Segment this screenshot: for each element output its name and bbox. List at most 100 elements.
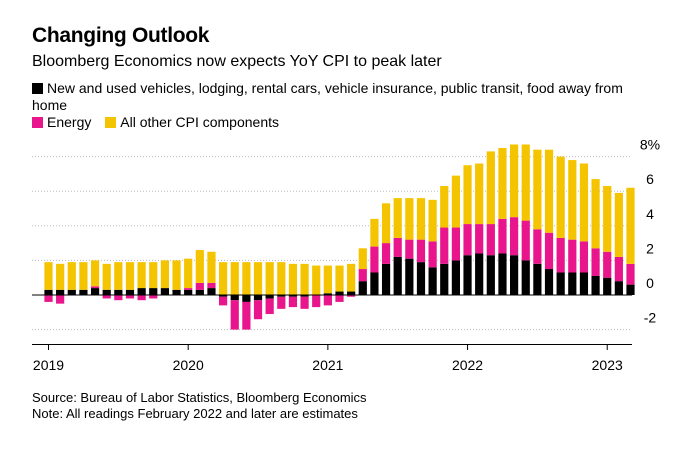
- legend-swatch-energy: [32, 117, 43, 128]
- bar-energy-49: [614, 256, 623, 282]
- bar-reopening-30: [393, 256, 402, 295]
- bar-reopening-16: [230, 295, 239, 301]
- bar-reopening-15: [219, 295, 228, 297]
- y-tick-label-3: 2: [646, 240, 654, 256]
- bar-reopening-1: [56, 289, 65, 295]
- bar-other-40: [510, 144, 519, 218]
- bar-energy-39: [498, 218, 507, 254]
- source-note: Source: Bureau of Labor Statistics, Bloo…: [32, 390, 367, 405]
- y-tick-label-2: 4: [646, 206, 654, 222]
- bar-reopening-28: [370, 272, 379, 295]
- bar-energy-15: [219, 296, 228, 306]
- bar-other-46: [579, 163, 589, 242]
- bar-reopening-4: [90, 288, 100, 295]
- bar-reopening-27: [358, 281, 367, 295]
- legend-label-reopening: New and used vehicles, lodging, rental c…: [32, 80, 623, 113]
- bar-other-45: [568, 160, 577, 240]
- bar-other-12: [184, 258, 193, 289]
- bar-reopening-36: [463, 255, 472, 295]
- bar-other-20: [277, 262, 286, 295]
- bar-other-35: [451, 175, 460, 228]
- bar-reopening-19: [265, 295, 274, 299]
- bar-other-36: [463, 165, 472, 225]
- bar-reopening-2: [67, 289, 76, 295]
- bar-other-47: [591, 179, 600, 249]
- bar-energy-12: [184, 288, 193, 290]
- bar-other-17: [242, 262, 251, 295]
- bar-other-33: [428, 199, 437, 242]
- bar-reopening-6: [114, 289, 123, 295]
- bar-other-21: [288, 263, 298, 295]
- bar-other-9: [149, 262, 158, 289]
- bar-reopening-32: [416, 262, 426, 295]
- bar-energy-19: [265, 298, 274, 315]
- bar-reopening-35: [451, 260, 460, 295]
- bar-other-3: [79, 262, 88, 290]
- bar-other-25: [335, 265, 344, 292]
- bar-energy-48: [603, 251, 612, 278]
- bar-reopening-33: [428, 267, 437, 295]
- bar-reopening-40: [510, 255, 519, 295]
- bar-other-50: [626, 187, 635, 264]
- bar-reopening-22: [300, 295, 309, 297]
- bar-reopening-44: [556, 272, 565, 295]
- bar-other-28: [370, 218, 379, 247]
- bar-energy-21: [288, 296, 298, 308]
- bar-other-19: [265, 262, 274, 295]
- bar-reopening-21: [288, 295, 298, 297]
- bar-reopening-0: [44, 289, 53, 295]
- bar-other-31: [405, 198, 414, 240]
- bar-energy-14: [207, 282, 216, 289]
- bar-energy-45: [568, 239, 577, 273]
- bar-reopening-10: [160, 288, 169, 295]
- bar-energy-5: [102, 295, 111, 299]
- bar-other-49: [614, 192, 623, 257]
- bar-reopening-8: [137, 288, 146, 295]
- bar-other-5: [102, 263, 111, 290]
- x-tick-labels: 2019 2020 2021 2022 2023: [33, 344, 623, 373]
- bar-reopening-39: [498, 253, 507, 295]
- bar-reopening-13: [195, 289, 204, 295]
- bar-energy-32: [416, 239, 426, 263]
- x-tick-label-0: 2019: [33, 357, 64, 373]
- legend-item-reopening: New and used vehicles, lodging, rental c…: [32, 80, 623, 113]
- bar-other-27: [358, 248, 367, 270]
- legend-swatch-reopening: [32, 83, 43, 94]
- bar-energy-46: [579, 241, 589, 273]
- legend-row-1: New and used vehicles, lodging, rental c…: [32, 80, 632, 114]
- bar-energy-31: [405, 239, 414, 259]
- legend-label-other: All other CPI components: [120, 114, 279, 130]
- bar-reopening-25: [335, 291, 344, 295]
- bar-energy-33: [428, 241, 437, 268]
- legend-item-energy: Energy: [32, 114, 95, 130]
- bar-energy-18: [253, 300, 263, 320]
- bar-other-6: [114, 262, 123, 290]
- y-tick-label-4: 0: [646, 275, 654, 291]
- bar-energy-1: [56, 295, 65, 304]
- bar-other-8: [137, 262, 146, 289]
- estimate-note: Note: All readings February 2022 and lat…: [32, 406, 358, 421]
- y-tick-labels: 8% 6 4 2 0 -2: [640, 137, 660, 326]
- x-tick-label-1: 2020: [173, 357, 204, 373]
- bar-energy-22: [300, 296, 309, 309]
- bar-reopening-37: [475, 253, 484, 295]
- bar-energy-47: [591, 248, 600, 276]
- bar-reopening-9: [149, 288, 158, 295]
- bar-reopening-12: [184, 289, 193, 295]
- bar-energy-35: [451, 227, 460, 261]
- bar-other-18: [253, 262, 263, 295]
- bar-energy-43: [544, 232, 554, 270]
- bar-other-10: [160, 260, 169, 289]
- bar-other-29: [381, 203, 391, 244]
- bar-energy-17: [242, 301, 251, 330]
- bar-energy-28: [370, 246, 379, 273]
- bar-other-22: [300, 263, 309, 295]
- bar-other-2: [67, 262, 76, 290]
- y-tick-label-1: 6: [646, 171, 654, 187]
- bar-other-37: [475, 163, 484, 225]
- bar-energy-42: [533, 229, 542, 264]
- bar-other-30: [393, 198, 402, 238]
- bar-energy-16: [230, 300, 239, 330]
- bar-reopening-48: [603, 277, 612, 295]
- bar-other-7: [125, 262, 135, 290]
